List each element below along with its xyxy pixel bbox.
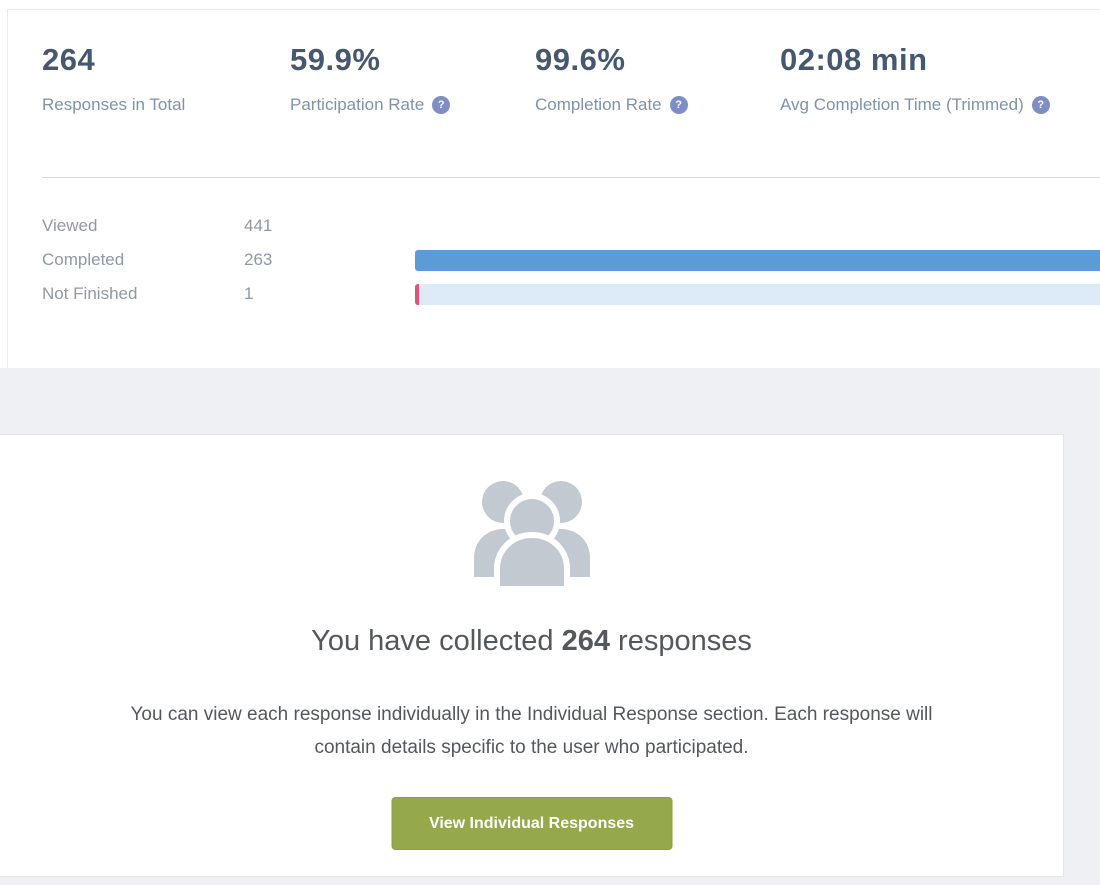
stat-value: 02:08 min bbox=[780, 42, 928, 77]
stat-label: Participation Rate ? bbox=[290, 95, 535, 115]
bar-not-finished bbox=[415, 283, 1100, 305]
stat-participation-rate: 59.9% Participation Rate ? bbox=[290, 43, 535, 115]
bar-not-finished-sliver bbox=[415, 283, 419, 305]
table-row: Completed 263 bbox=[42, 243, 1100, 277]
help-icon[interactable]: ? bbox=[1031, 96, 1050, 114]
row-value: 263 bbox=[244, 250, 273, 269]
stat-value: 99.6% bbox=[535, 42, 626, 77]
view-individual-responses-button[interactable]: View Individual Responses bbox=[391, 797, 672, 850]
summary-panel: 264 Responses in Total 59.9% Participati… bbox=[7, 9, 1100, 369]
stat-label: Completion Rate ? bbox=[535, 95, 780, 115]
description-line: contain details specific to the user who… bbox=[314, 737, 749, 758]
card-description: You can view each response individually … bbox=[0, 698, 1063, 764]
table-row: Viewed 441 bbox=[42, 209, 1100, 243]
help-icon[interactable]: ? bbox=[669, 96, 688, 114]
collected-responses-heading: You have collected 264 responses bbox=[311, 625, 752, 657]
divider bbox=[42, 177, 1100, 178]
bar-completed bbox=[415, 249, 1100, 271]
response-count: 264 bbox=[561, 625, 610, 657]
row-value: 1 bbox=[244, 284, 254, 303]
row-label: Not Finished bbox=[42, 284, 138, 303]
stat-value: 264 bbox=[42, 42, 96, 77]
row-label: Completed bbox=[42, 250, 125, 269]
stat-label: Responses in Total bbox=[42, 95, 186, 114]
stats-row: 264 Responses in Total 59.9% Participati… bbox=[42, 43, 1100, 115]
bar-viewed bbox=[415, 216, 1100, 237]
stat-completion-rate: 99.6% Completion Rate ? bbox=[535, 43, 780, 115]
people-group-icon bbox=[0, 471, 1063, 589]
table-row: Not Finished 1 bbox=[42, 277, 1100, 311]
description-line: You can view each response individually … bbox=[130, 704, 933, 725]
stat-label: Avg Completion Time (Trimmed) ? bbox=[780, 95, 1100, 115]
responses-card: You have collected 264 responses You can… bbox=[0, 434, 1064, 877]
stat-value: 59.9% bbox=[290, 42, 381, 77]
stat-avg-completion-time: 02:08 min Avg Completion Time (Trimmed) … bbox=[780, 43, 1100, 115]
row-label: Viewed bbox=[42, 216, 98, 235]
stat-responses-total: 264 Responses in Total bbox=[42, 43, 290, 115]
response-funnel-table: Viewed 441 Completed 263 Not Finished 1 bbox=[42, 209, 1100, 311]
help-icon[interactable]: ? bbox=[432, 96, 451, 114]
row-value: 441 bbox=[244, 216, 273, 235]
